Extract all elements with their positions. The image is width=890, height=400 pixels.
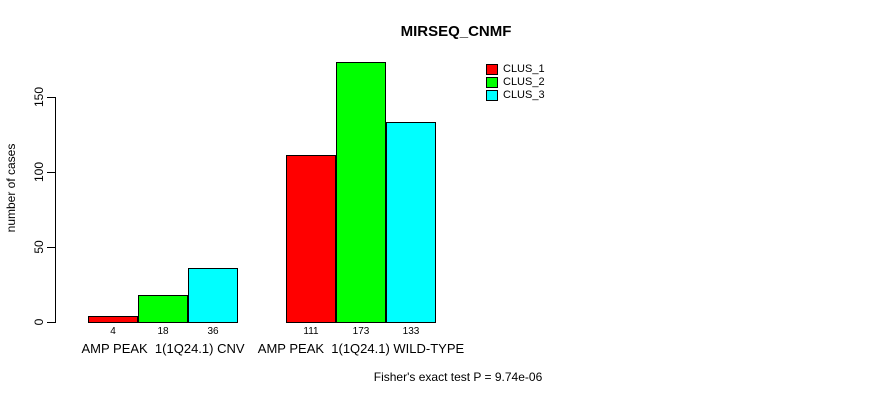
legend-label: CLUS_2 — [503, 76, 545, 88]
caption: Fisher's exact test P = 9.74e-06 — [373, 370, 543, 384]
bar-value-label: 111 — [303, 326, 319, 337]
bar-clus_3-group2 — [386, 122, 436, 323]
y-axis-tick-label: 50 — [32, 240, 46, 254]
y-axis-label: number of cases — [4, 143, 18, 233]
legend-swatch-clus_3 — [486, 90, 498, 101]
bar-value-label: 36 — [207, 326, 219, 337]
bar-clus_1-group2 — [286, 155, 336, 323]
legend: CLUS_1 CLUS_2 CLUS_3 — [486, 64, 545, 101]
bar-clus_2-group1 — [138, 295, 188, 323]
legend-item: CLUS_2 — [486, 77, 545, 88]
y-axis-line — [55, 97, 56, 323]
bar-value-label: 173 — [352, 326, 370, 337]
bar-clus_1-group1 — [88, 316, 138, 323]
chart-title: MIRSEQ_CNMF — [400, 23, 512, 40]
y-axis-tick — [47, 247, 55, 248]
legend-swatch-clus_2 — [486, 77, 498, 88]
bar-value-label: 18 — [157, 326, 169, 337]
y-axis-tick — [47, 322, 55, 323]
legend-label: CLUS_3 — [503, 89, 545, 101]
legend-item: CLUS_1 — [486, 64, 545, 75]
bar-clus_2-group2 — [336, 62, 386, 323]
legend-swatch-clus_1 — [486, 64, 498, 75]
legend-item: CLUS_3 — [486, 90, 545, 101]
y-axis-tick-label: 100 — [32, 161, 46, 183]
y-axis-tick-label: 0 — [32, 318, 46, 326]
y-axis-tick-label: 150 — [32, 86, 46, 108]
group-label: AMP PEAK 1(1Q24.1) WILD-TYPE — [257, 341, 465, 356]
group-label: AMP PEAK 1(1Q24.1) CNV — [81, 341, 245, 356]
y-axis-tick — [47, 97, 55, 98]
bar-value-label: 133 — [402, 326, 420, 337]
bar-value-label: 4 — [110, 326, 116, 337]
y-axis-tick — [47, 172, 55, 173]
legend-label: CLUS_1 — [503, 63, 545, 75]
bar-clus_3-group1 — [188, 268, 238, 323]
